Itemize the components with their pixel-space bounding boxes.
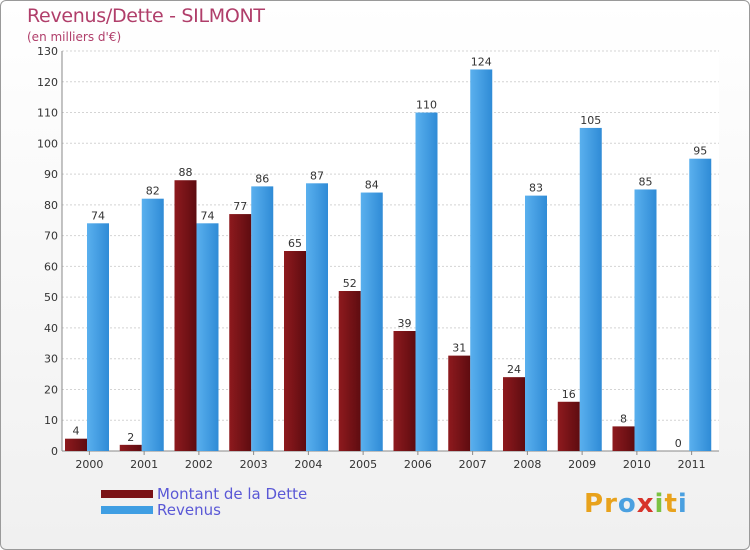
data-label: 52 [343, 277, 357, 290]
data-label: 39 [398, 317, 412, 330]
data-label: 86 [255, 172, 269, 185]
data-label: 2 [127, 431, 134, 444]
data-label: 84 [365, 179, 379, 192]
plot-area [62, 51, 719, 451]
x-tick-label: 2000 [75, 458, 103, 471]
bar-revenus [306, 183, 328, 452]
data-label: 110 [416, 99, 437, 112]
bar-dette [174, 180, 197, 451]
data-label: 74 [91, 209, 105, 222]
bar-dette [65, 438, 87, 451]
data-label: 85 [639, 175, 653, 188]
bar-revenus [360, 192, 383, 452]
data-label: 95 [693, 145, 707, 158]
data-label: 74 [201, 209, 215, 222]
data-label: 24 [507, 363, 521, 376]
data-label: 4 [73, 425, 80, 438]
legend-label-dette: Montant de la Dette [157, 485, 308, 503]
logo-letter: i [677, 489, 688, 519]
legend-swatch-dette [101, 490, 153, 498]
logo-letter: P [584, 489, 605, 519]
logo-letter: o [617, 489, 637, 519]
data-label: 105 [580, 114, 601, 127]
proxiti-logo: Proxiti [584, 489, 688, 519]
legend-label-revenus: Revenus [157, 501, 221, 519]
y-tick-label: 130 [37, 45, 58, 58]
bar-revenus [525, 195, 547, 451]
x-tick-label: 2005 [349, 458, 377, 471]
y-tick-label: 90 [44, 168, 58, 181]
logo-letter: t [664, 489, 678, 519]
data-label: 88 [179, 166, 193, 179]
x-tick-label: 2011 [678, 458, 706, 471]
data-label: 124 [471, 55, 492, 68]
bar-revenus [470, 69, 493, 451]
y-tick-label: 110 [37, 107, 58, 120]
data-label: 82 [146, 185, 160, 198]
bar-dette [448, 355, 471, 451]
bar-revenus [251, 186, 274, 451]
bar-dette [119, 444, 142, 451]
chart-title: Revenus/Dette - SILMONT [27, 5, 265, 27]
x-tick-label: 2003 [240, 458, 268, 471]
y-tick-label: 10 [44, 414, 58, 427]
logo-letter: x [636, 489, 655, 519]
y-tick-label: 80 [44, 199, 58, 212]
legend-swatch-revenus [101, 506, 153, 514]
bar-dette [284, 251, 306, 451]
logo-letter: i [654, 489, 665, 519]
y-tick-label: 60 [44, 260, 58, 273]
data-label: 77 [233, 200, 247, 213]
x-tick-label: 2001 [130, 458, 158, 471]
bar-revenus [87, 223, 109, 451]
x-tick-label: 2002 [185, 458, 213, 471]
data-label: 8 [620, 412, 627, 425]
legend-item-revenus: Revenus [101, 501, 307, 519]
y-tick-label: 100 [37, 137, 58, 150]
logo-letter: r [604, 489, 618, 519]
legend-item-dette: Montant de la Dette [101, 485, 308, 503]
bar-revenus [634, 189, 657, 451]
bar-revenus [415, 112, 438, 452]
y-tick-label: 120 [37, 76, 58, 89]
legend: Montant de la Dette Revenus [101, 485, 308, 519]
x-tick-label: 2010 [623, 458, 651, 471]
bar-revenus [141, 198, 164, 451]
data-label: 16 [562, 388, 576, 401]
x-tick-label: 2006 [404, 458, 432, 471]
y-tick-label: 70 [44, 230, 58, 243]
data-label: 87 [310, 169, 324, 182]
x-tick-label: 2008 [513, 458, 541, 471]
data-label: 65 [288, 237, 302, 250]
data-label: 0 [675, 437, 682, 450]
y-tick-label: 40 [44, 322, 58, 335]
bar-dette [503, 377, 525, 451]
data-label: 31 [452, 342, 466, 355]
y-tick-label: 0 [51, 445, 58, 458]
bar-dette [229, 214, 252, 451]
bar-revenus [689, 158, 712, 451]
x-tick-label: 2007 [459, 458, 487, 471]
y-tick-label: 20 [44, 383, 58, 396]
bar-dette [393, 331, 416, 451]
bar-dette [557, 401, 580, 451]
x-tick-label: 2009 [568, 458, 596, 471]
data-label: 83 [529, 182, 543, 195]
bar-revenus [196, 223, 219, 451]
chart-subtitle: (en milliers d'€) [27, 30, 122, 44]
bar-dette [612, 426, 635, 451]
bar-dette [338, 291, 361, 451]
bar-revenus [579, 127, 602, 451]
x-tick-label: 2004 [294, 458, 322, 471]
y-tick-label: 50 [44, 291, 58, 304]
y-tick-label: 30 [44, 353, 58, 366]
